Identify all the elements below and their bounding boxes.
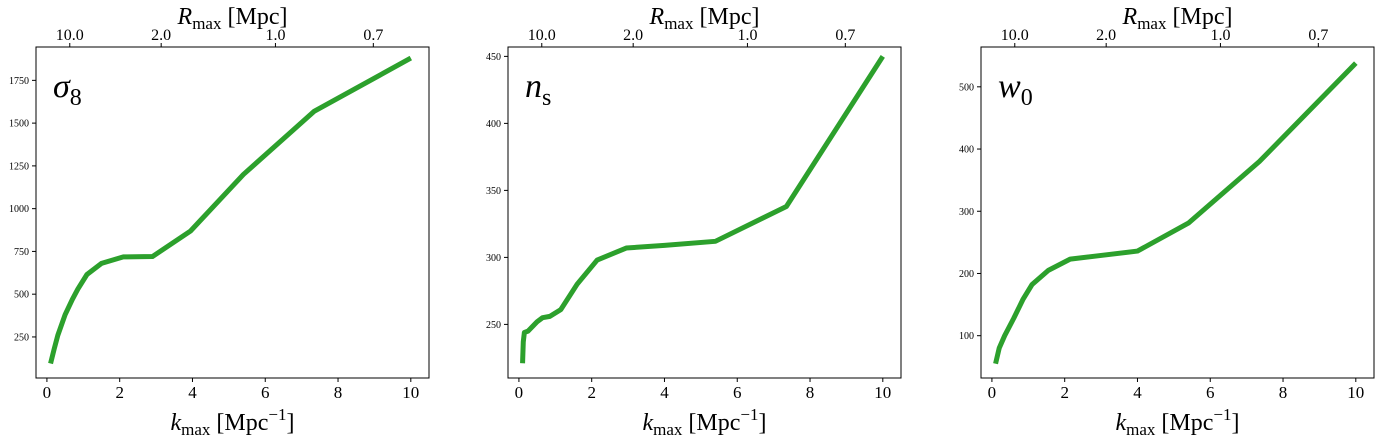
top-tick-label: 2.0 — [623, 27, 643, 44]
x-tick-label: 0 — [515, 383, 524, 402]
y-tick-label: 450 — [486, 52, 501, 63]
x-tick-label: 8 — [334, 383, 343, 402]
y-tick-label: 200 — [959, 269, 974, 280]
x-axis-label-main: k — [1115, 410, 1126, 436]
x-axis-label-sup: −1 — [740, 405, 758, 424]
x-axis-label-main: k — [642, 410, 653, 436]
panel-symbol: σ8 — [53, 68, 82, 111]
series-line — [993, 61, 1358, 365]
y-tick-label: 750 — [14, 247, 29, 258]
x-axis-label-sub: max — [181, 420, 211, 439]
top-tick-label: 0.7 — [835, 27, 855, 44]
panel-symbol-main: n — [525, 68, 542, 105]
x-axis-label: kmax [Mpc−1] — [1115, 405, 1239, 439]
y-tick-label: 1250 — [9, 161, 29, 172]
y-tick-label: 500 — [14, 290, 29, 301]
x-tick-label: 10 — [402, 383, 419, 402]
x-axis-label-unit: [Mpc — [210, 410, 268, 436]
top-axis-label-main: R — [649, 4, 665, 30]
top-tick-label: 1.0 — [1210, 27, 1230, 44]
top-axis-label-sub: max — [192, 14, 222, 33]
y-tick-label: 1000 — [9, 204, 29, 215]
panel-symbol-sub: 8 — [70, 85, 82, 111]
plot-frame — [507, 46, 902, 379]
panel-symbol-sub: 0 — [1021, 85, 1033, 111]
top-axis-label-sub: max — [1137, 14, 1167, 33]
x-axis-label-main: k — [170, 410, 181, 436]
panel-symbol: w0 — [998, 68, 1033, 111]
plot-frame — [980, 46, 1375, 379]
x-axis-label-close: ] — [287, 410, 295, 436]
y-tick-label: 500 — [959, 82, 974, 93]
x-axis-label-close: ] — [759, 410, 767, 436]
panel-symbol-sub: s — [542, 85, 551, 111]
top-tick-label: 10.0 — [528, 27, 556, 44]
x-axis-label-sup: −1 — [1213, 405, 1231, 424]
top-tick-label: 10.0 — [56, 27, 84, 44]
x-axis-label-unit: [Mpc — [682, 410, 740, 436]
x-tick-label: 8 — [1279, 383, 1288, 402]
x-tick-label: 4 — [1133, 383, 1142, 402]
series-line — [520, 55, 885, 364]
x-tick-label: 0 — [43, 383, 52, 402]
panel-symbol: ns — [525, 68, 551, 111]
y-tick-label: 400 — [959, 145, 974, 156]
top-tick-label: 2.0 — [151, 27, 171, 44]
y-tick-label: 100 — [959, 331, 974, 342]
x-tick-label: 2 — [1060, 383, 1069, 402]
top-tick-label: 1.0 — [737, 27, 757, 44]
top-axis-label: Rmax [Mpc] — [1122, 4, 1233, 33]
top-axis-label-unit: [Mpc] — [693, 4, 759, 30]
top-axis-label-unit: [Mpc] — [221, 4, 287, 30]
plot-frame — [35, 46, 430, 379]
x-axis-label-sub: max — [1126, 420, 1156, 439]
x-tick-label: 6 — [733, 383, 742, 402]
x-axis-label: kmax [Mpc−1] — [170, 405, 294, 439]
x-tick-label: 6 — [1206, 383, 1215, 402]
y-tick-label: 250 — [14, 332, 29, 343]
chart-panel-1: 0 2 4 6 8 10 10.0 2.0 1.0 0.7 250 500 750 1000 1250 150… — [9, 4, 430, 439]
top-tick-label: 0.7 — [1308, 27, 1328, 44]
x-tick-label: 4 — [660, 383, 669, 402]
top-axis-label-main: R — [177, 4, 193, 30]
top-tick-label: 0.7 — [363, 27, 383, 44]
x-tick-label: 10 — [874, 383, 891, 402]
x-tick-label: 4 — [188, 383, 197, 402]
x-tick-label: 2 — [587, 383, 596, 402]
top-axis-label-unit: [Mpc] — [1166, 4, 1232, 30]
y-tick-label: 350 — [486, 186, 501, 197]
panel-symbol-main: w — [998, 68, 1021, 105]
top-axis-label: Rmax [Mpc] — [177, 4, 288, 33]
top-tick-label: 10.0 — [1001, 27, 1029, 44]
x-tick-label: 10 — [1347, 383, 1364, 402]
y-tick-label: 300 — [486, 253, 501, 264]
x-axis-label-sub: max — [653, 420, 683, 439]
series-line — [48, 55, 413, 365]
top-axis-label-main: R — [1122, 4, 1138, 30]
x-axis-label: kmax [Mpc−1] — [642, 405, 766, 439]
x-tick-label: 0 — [988, 383, 997, 402]
top-axis-label: Rmax [Mpc] — [649, 4, 760, 33]
x-axis-label-unit: [Mpc — [1155, 410, 1213, 436]
x-tick-label: 8 — [806, 383, 815, 402]
x-tick-label: 2 — [115, 383, 124, 402]
x-tick-label: 6 — [261, 383, 270, 402]
top-tick-label: 1.0 — [265, 27, 285, 44]
y-tick-label: 1500 — [9, 119, 29, 130]
x-axis-label-close: ] — [1232, 410, 1240, 436]
y-tick-label: 1750 — [9, 76, 29, 87]
panel-symbol-main: σ — [53, 68, 71, 105]
y-tick-label: 250 — [486, 320, 501, 331]
top-tick-label: 2.0 — [1096, 27, 1116, 44]
x-axis-label-sup: −1 — [268, 405, 286, 424]
top-axis-label-sub: max — [664, 14, 694, 33]
y-tick-label: 300 — [959, 207, 974, 218]
y-tick-label: 400 — [486, 119, 501, 130]
